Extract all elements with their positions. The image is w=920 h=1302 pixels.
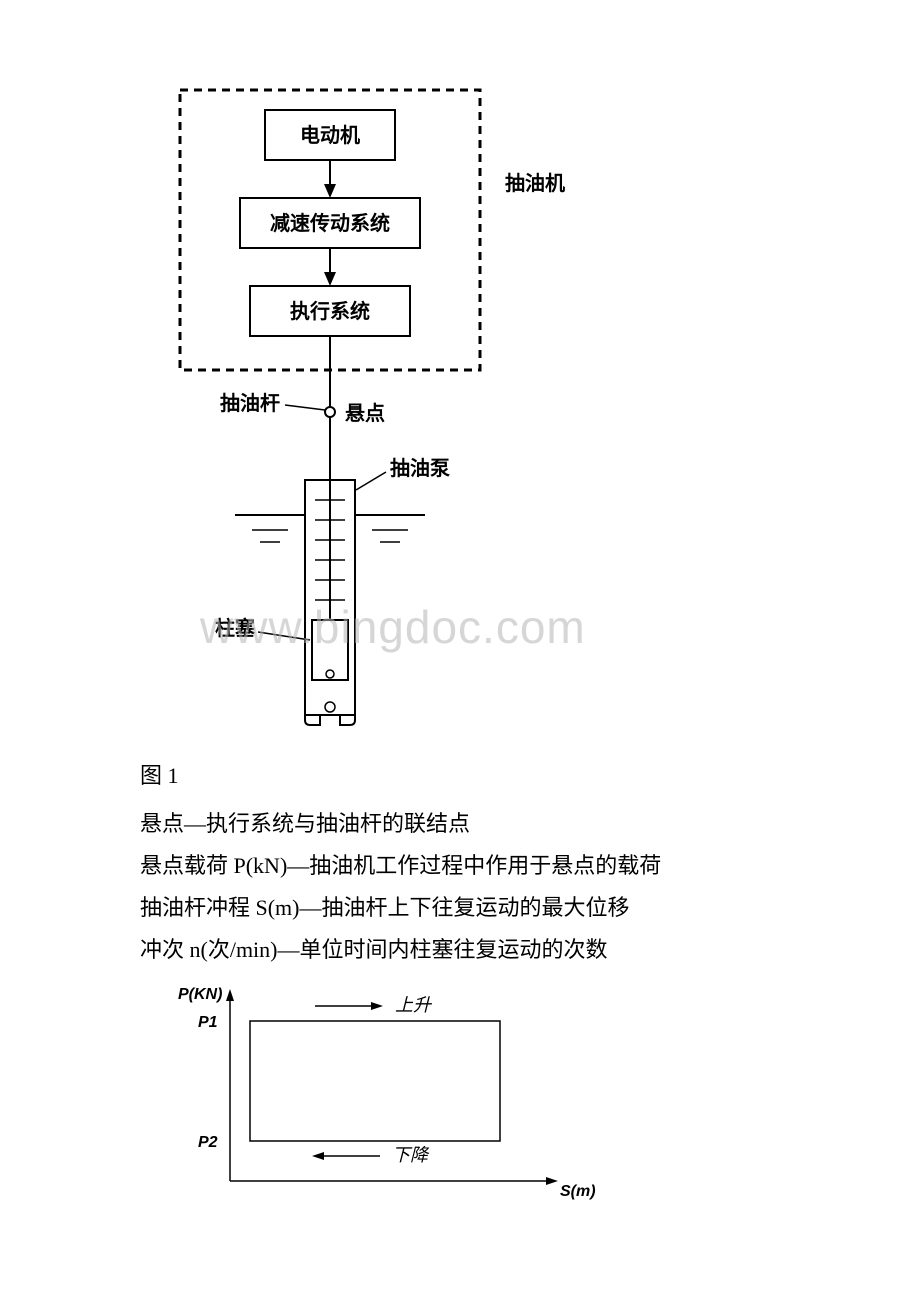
box-execution-label: 执行系统 bbox=[290, 299, 370, 323]
box-transmission-label: 减速传动系统 bbox=[270, 211, 390, 235]
x-axis-arrow bbox=[546, 1177, 558, 1185]
definition-line: 冲次 n(次/min)—单位时间内柱塞往复运动的次数 bbox=[140, 929, 780, 971]
label-pump: 抽油泵 bbox=[390, 456, 450, 480]
definition-line: 悬点载荷 P(kN)—抽油机工作过程中作用于悬点的载荷 bbox=[140, 845, 780, 887]
definitions-block: 悬点—执行系统与抽油杆的联结点 悬点载荷 P(kN)—抽油机工作过程中作用于悬点… bbox=[140, 803, 780, 971]
p1-label: P1 bbox=[198, 1014, 218, 1031]
label-plunger: 柱塞 bbox=[215, 616, 256, 640]
bottom-left bbox=[305, 715, 320, 725]
rod-pointer bbox=[285, 405, 325, 410]
bottom-right bbox=[340, 715, 355, 725]
label-rod: 抽油杆 bbox=[220, 391, 280, 415]
definition-line: 抽油杆冲程 S(m)—抽油杆上下往复运动的最大位移 bbox=[140, 887, 780, 929]
arrow1-head bbox=[324, 184, 336, 198]
up-label: 上升 bbox=[395, 995, 433, 1015]
figure-caption: 图 1 bbox=[140, 755, 780, 797]
down-arrow-head bbox=[312, 1152, 324, 1160]
label-hang: 悬点 bbox=[345, 402, 385, 425]
y-axis-arrow bbox=[226, 989, 234, 1001]
bottom-valve bbox=[325, 702, 335, 712]
hang-point-icon bbox=[325, 407, 335, 417]
p2-label: P2 bbox=[198, 1134, 218, 1151]
down-label: 下降 bbox=[392, 1145, 430, 1165]
up-arrow-head bbox=[371, 1002, 383, 1010]
load-stroke-diagram: P(KN) S(m) P1 P2 上升 下降 bbox=[160, 981, 780, 1226]
label-machine: 抽油机 bbox=[505, 171, 565, 195]
definition-line: 悬点—执行系统与抽油杆的联结点 bbox=[140, 803, 780, 845]
plunger-valve bbox=[326, 670, 334, 678]
system-diagram: 电动机 减速传动系统 执行系统 抽油机 抽油杆 悬点 bbox=[160, 80, 780, 735]
x-axis-label: S(m) bbox=[560, 1183, 596, 1200]
box-motor-label: 电动机 bbox=[300, 123, 360, 147]
plunger bbox=[312, 620, 348, 680]
arrow2-head bbox=[324, 272, 336, 286]
pump-pointer bbox=[356, 472, 386, 490]
plunger-pointer bbox=[258, 632, 310, 640]
y-axis-label: P(KN) bbox=[178, 986, 222, 1003]
ps-rect bbox=[250, 1021, 500, 1141]
